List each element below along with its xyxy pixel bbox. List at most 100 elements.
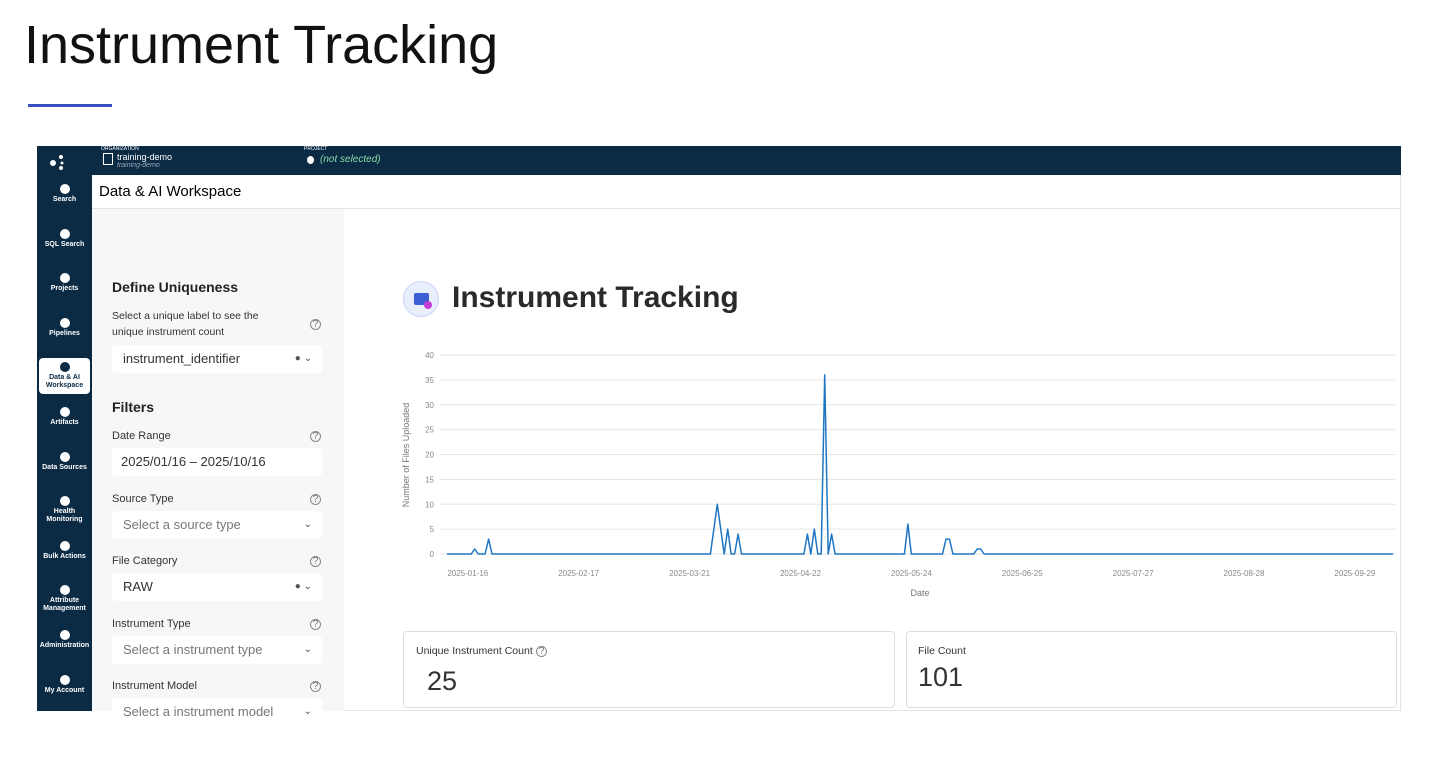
- y-axis-label: Number of Files Uploaded: [401, 403, 411, 508]
- nav-item[interactable]: Data Sources: [37, 448, 92, 476]
- nav-label: Data & AI Workspace: [45, 374, 84, 390]
- input-value: Select a instrument model: [123, 704, 274, 719]
- filter-label: File Category: [112, 555, 178, 567]
- project-icon: [307, 156, 314, 164]
- dropdown-icon[interactable]: ⌄: [303, 706, 312, 717]
- nav-label: Pipelines: [49, 329, 80, 337]
- y-tick-label: 0: [430, 550, 435, 559]
- x-tick-label: 2025-01-16: [447, 569, 488, 578]
- clear-icon[interactable]: ● ⌄: [294, 353, 312, 364]
- x-tick-label: 2025-03-21: [669, 569, 710, 578]
- stat-card: File Count 101: [906, 631, 1397, 708]
- nav-icon: [59, 540, 70, 551]
- nav-item[interactable]: Search: [37, 180, 92, 208]
- nav-item[interactable]: Administration: [37, 626, 92, 654]
- card-value: 101: [918, 662, 964, 692]
- nav-label: Data Sources: [42, 463, 87, 471]
- page-title: Instrument Tracking: [24, 15, 499, 75]
- help-icon[interactable]: ?: [310, 618, 321, 630]
- card-label: Unique Instrument Count: [416, 645, 533, 657]
- project-label: PROJECT: [304, 146, 328, 152]
- x-tick-label: 2025-04-22: [780, 569, 821, 578]
- nav-label: Search: [52, 196, 77, 203]
- x-tick-label: 2025-02-17: [558, 569, 599, 578]
- nav-icon: [59, 273, 70, 284]
- nav-icon: [59, 228, 70, 239]
- uniqueness-select[interactable]: instrument_identifier ● ⌄: [112, 345, 322, 373]
- nav-icon: [59, 362, 70, 373]
- header-text: Data & AI Workspace: [99, 183, 242, 200]
- help-icon[interactable]: ?: [536, 646, 547, 657]
- sidebar: Search SQL Search Projects Pipelines Data & …: [37, 175, 92, 711]
- uniqueness-title: Define Uniqueness: [112, 279, 239, 295]
- nav-icon: [59, 585, 70, 596]
- nav-icon: [59, 184, 70, 194]
- nav-item[interactable]: Health Monitoring: [37, 492, 92, 528]
- x-tick-label: 2025-09-29: [1334, 569, 1375, 578]
- nav-label: Bulk Actions: [43, 552, 86, 560]
- help-icon[interactable]: ?: [310, 681, 321, 692]
- chart-title: Instrument Tracking: [452, 281, 739, 314]
- filter-input[interactable]: Select a instrument model ⌄: [112, 698, 322, 726]
- filter-input[interactable]: 2025/01/16 – 2025/10/16: [112, 448, 322, 476]
- filter-label: Source Type: [112, 492, 174, 505]
- nav-item[interactable]: Projects: [37, 269, 92, 297]
- dropdown-icon[interactable]: ⌄: [303, 643, 312, 655]
- y-tick-label: 35: [425, 376, 434, 385]
- nav-label: Attribute Management: [43, 597, 86, 613]
- input-value: Select a instrument type: [123, 641, 263, 657]
- logo[interactable]: [49, 154, 64, 170]
- org-slug: training-demo: [117, 162, 160, 169]
- project-name[interactable]: (not selected): [320, 154, 381, 165]
- y-tick-label: 25: [425, 426, 434, 435]
- filter-panel: Define Uniqueness Select a unique label …: [92, 209, 344, 726]
- help-icon[interactable]: ?: [310, 319, 321, 330]
- nav-item[interactable]: Artifacts: [37, 403, 92, 431]
- org-label: ORGANIZATION: [101, 146, 139, 152]
- org-name[interactable]: training-demo: [117, 152, 173, 162]
- nav-label: Administration: [39, 642, 90, 649]
- x-tick-label: 2025-07-27: [1113, 569, 1154, 578]
- nav-label: Artifacts: [50, 419, 79, 426]
- nav-icon: [59, 407, 70, 417]
- filters-title: Filters: [112, 399, 155, 415]
- data-line: [447, 374, 1393, 555]
- top-bar: ORGANIZATION training-demo training-demo…: [37, 146, 1401, 175]
- filter-input[interactable]: Select a source type ⌄: [112, 510, 322, 539]
- card-label: File Count: [918, 645, 966, 657]
- input-value: 2025/01/16 – 2025/10/16: [121, 454, 266, 469]
- filter-input[interactable]: RAW ● ⌄: [112, 573, 322, 601]
- y-tick-label: 10: [425, 500, 434, 509]
- y-tick-label: 30: [425, 401, 434, 410]
- card-value: 25: [427, 666, 458, 696]
- nav-label: Projects: [50, 285, 79, 293]
- input-value: Select a source type: [123, 516, 241, 532]
- nav-icon: [59, 451, 70, 462]
- y-tick-label: 5: [430, 525, 435, 534]
- filter-label: Instrument Type: [112, 617, 191, 630]
- nav-item[interactable]: My Account: [37, 671, 92, 699]
- nav-icon: [59, 630, 70, 640]
- help-icon[interactable]: ?: [310, 556, 321, 567]
- help-icon[interactable]: ?: [310, 431, 321, 442]
- help-icon[interactable]: ?: [310, 493, 321, 505]
- dropdown-icon[interactable]: ⌄: [303, 518, 312, 530]
- nav-item[interactable]: Data & AI Workspace: [39, 358, 90, 395]
- workspace-header: Data & AI Workspace: [92, 175, 1401, 209]
- nav-icon: [59, 674, 70, 685]
- nav-item[interactable]: Bulk Actions: [37, 537, 92, 565]
- uniqueness-hint: Select a unique label to see the unique …: [112, 310, 259, 338]
- chart-icon: [403, 281, 439, 317]
- filter-input[interactable]: Select a instrument type ⌄: [112, 635, 322, 664]
- nav-icon: [59, 317, 70, 328]
- y-tick-label: 20: [425, 451, 434, 460]
- y-tick-label: 15: [425, 475, 434, 484]
- select-value: instrument_identifier: [123, 351, 241, 366]
- nav-item[interactable]: SQL Search: [37, 225, 92, 253]
- nav-label: My Account: [44, 686, 85, 694]
- dropdown-icon[interactable]: ● ⌄: [294, 581, 312, 592]
- nav-item[interactable]: Attribute Management: [37, 581, 92, 617]
- nav-label: SQL Search: [44, 240, 85, 248]
- nav-item[interactable]: Pipelines: [37, 314, 92, 342]
